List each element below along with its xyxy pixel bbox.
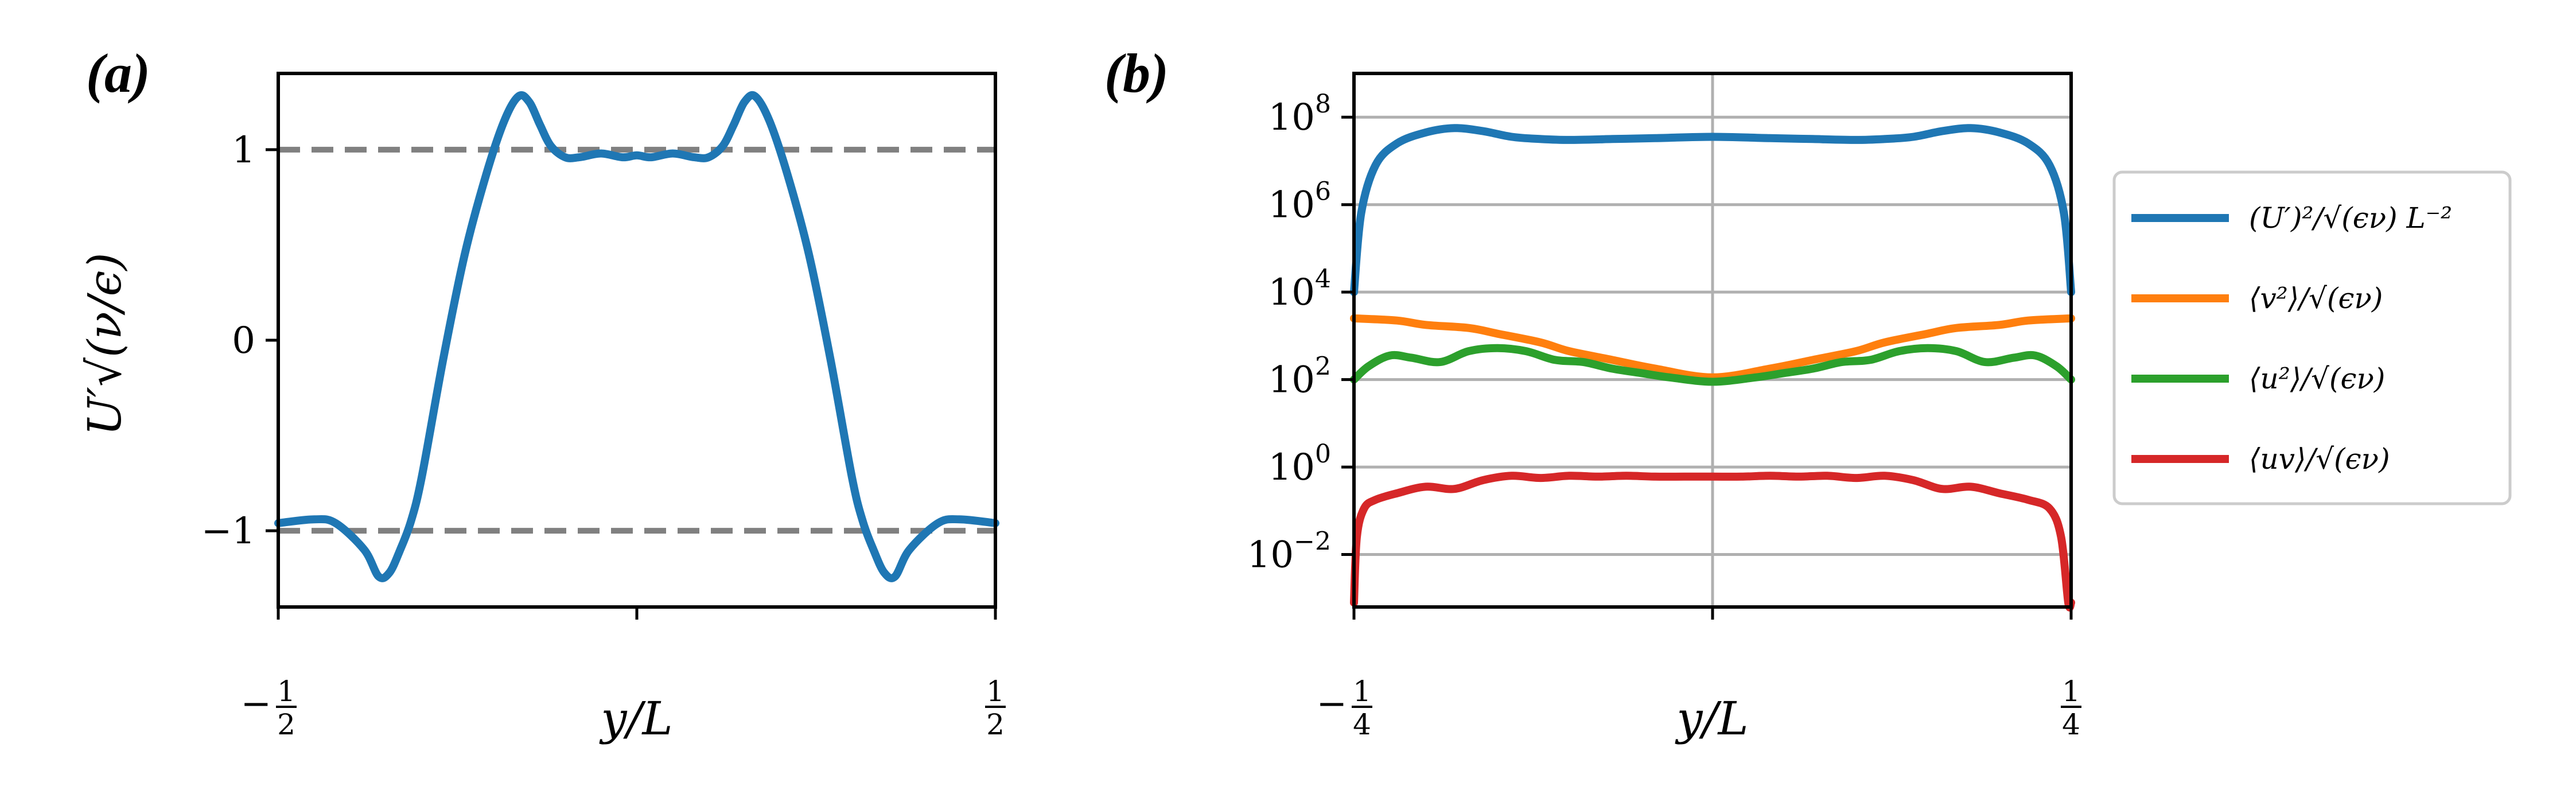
x-tick-label: 12 <box>985 675 1006 741</box>
y-tick-label: 104 <box>1268 264 1331 314</box>
y-tick-exponent: 0 <box>1315 439 1331 469</box>
y-tick-label: 10−2 <box>1247 527 1331 577</box>
panel-b-grid <box>1352 73 2073 607</box>
y-tick-base: 10 <box>1268 359 1315 402</box>
legend-label-3: ⟨uv⟩/√(ϵν) <box>2249 442 2390 476</box>
x-tick-numerator: 1 <box>2062 675 2080 708</box>
x-tick-denominator: 4 <box>2062 708 2080 741</box>
series-line-0 <box>1350 124 2075 297</box>
y-tick-exponent: 6 <box>1315 177 1331 207</box>
y-tick-label: 1 <box>232 129 255 172</box>
y-tick-base: 10 <box>1268 271 1315 314</box>
y-tick-label: 102 <box>1268 352 1331 402</box>
y-tick-base: 10 <box>1268 184 1315 227</box>
x-tick-label: −12 <box>240 675 297 741</box>
y-tick-label: −1 <box>201 510 255 552</box>
panel-b-xlabel: y/L <box>1675 692 1748 745</box>
panel-b-series <box>1350 124 2075 612</box>
y-tick-base: 10 <box>1268 96 1315 139</box>
series-line-2 <box>1350 344 2075 386</box>
series-line-3 <box>1350 472 2075 612</box>
y-tick-label: 100 <box>1268 439 1331 489</box>
y-tick-label: 108 <box>1268 89 1331 139</box>
panel-b-legend: (U′)²/√(ϵν) L⁻² ⟨v²⟩/√(ϵν) ⟨u²⟩/√(ϵν) ⟨uv⟩/… <box>2112 170 2512 505</box>
x-tick-sign: − <box>240 683 271 725</box>
legend-box <box>2112 170 2512 505</box>
legend-items: (U′)²/√(ϵν) L⁻² ⟨v²⟩/√(ϵν) ⟨u²⟩/√(ϵν) ⟨uv⟩/… <box>2131 201 2452 476</box>
legend-label-0: (U′)²/√(ϵν) L⁻² <box>2249 201 2452 235</box>
y-tick-base: 10 <box>1247 534 1294 577</box>
panel-a-series <box>274 91 999 582</box>
y-tick-base: 10 <box>1268 446 1315 489</box>
y-tick-exponent: 4 <box>1315 264 1331 294</box>
panel-b-label: (b) <box>1104 42 1169 104</box>
series-line-1 <box>1350 314 2075 382</box>
x-tick-denominator: 4 <box>1353 708 1371 741</box>
x-tick-sign: − <box>1316 683 1347 725</box>
panel-a-xlabel: y/L <box>599 692 672 745</box>
y-tick-exponent: −2 <box>1294 527 1331 556</box>
x-tick-numerator: 1 <box>277 675 295 708</box>
panel-a-y-ticks: 1 0 −1 <box>201 129 278 552</box>
panel-a-ylabel: U′√(ν/ϵ) <box>78 252 131 435</box>
legend-label-1: ⟨v²⟩/√(ϵν) <box>2249 282 2383 315</box>
x-tick-label: 14 <box>2061 675 2081 741</box>
y-tick-exponent: 8 <box>1315 89 1331 119</box>
y-tick-exponent: 2 <box>1315 352 1331 382</box>
y-tick-label: 0 <box>232 320 255 362</box>
x-tick-numerator: 1 <box>1353 675 1371 708</box>
y-tick-label: 106 <box>1268 177 1331 227</box>
x-tick-label: −14 <box>1316 675 1372 741</box>
panel-a-label: (a) <box>86 42 150 104</box>
x-tick-numerator: 1 <box>986 675 1005 708</box>
panel-a-reference-lines <box>278 146 995 534</box>
x-tick-denominator: 2 <box>986 708 1005 741</box>
x-tick-denominator: 2 <box>277 708 295 741</box>
series-line-0 <box>274 91 999 582</box>
legend-label-2: ⟨u²⟩/√(ϵν) <box>2249 362 2385 395</box>
